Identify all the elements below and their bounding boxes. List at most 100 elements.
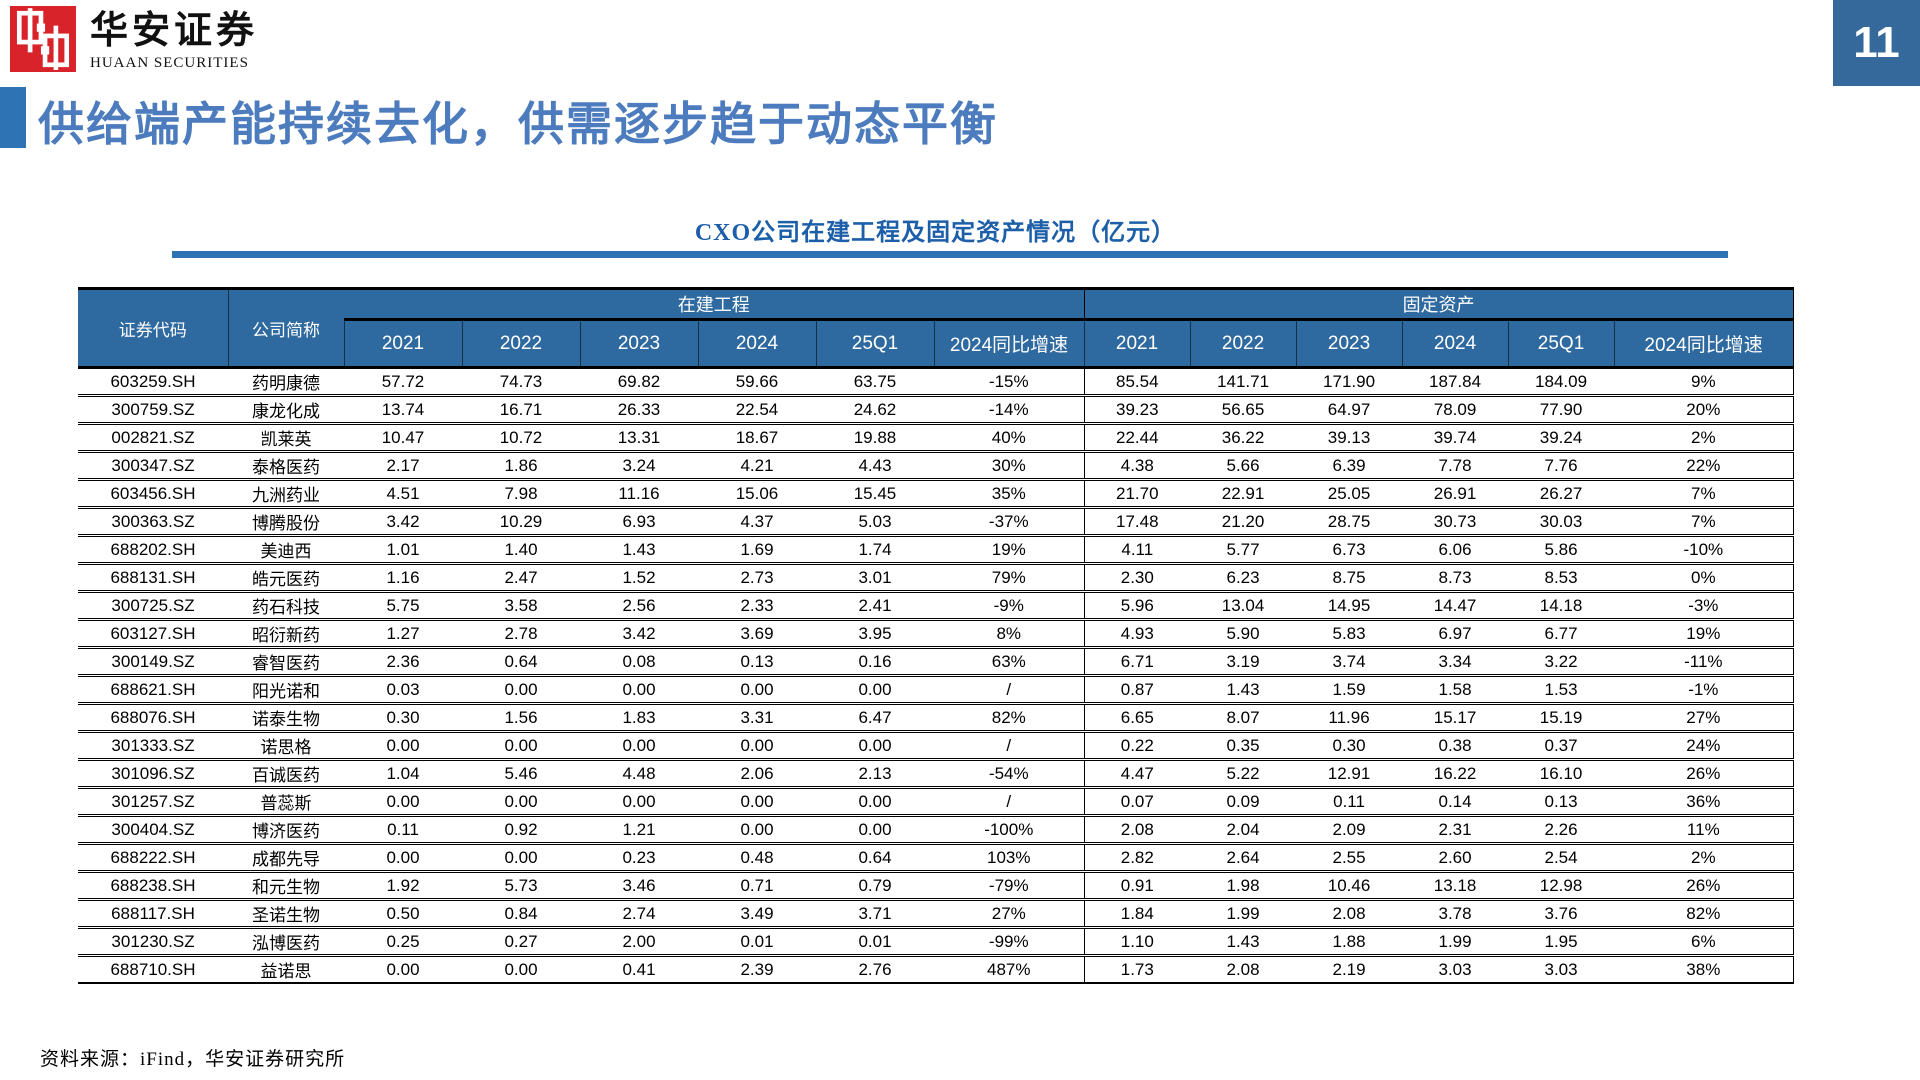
value-cell: 78.09 xyxy=(1402,395,1509,425)
fa-year-header: 2022 xyxy=(1189,319,1297,368)
table-row: 688202.SH 美迪西 1.01 1.40 1.43 1.69 1.74 19% 4.11 5… xyxy=(78,535,1794,565)
company-name: 美迪西 xyxy=(228,535,344,565)
value-cell: 15.19 xyxy=(1508,703,1615,733)
value-cell: -15% xyxy=(934,367,1085,397)
value-cell: 0.30 xyxy=(344,703,462,733)
value-cell: 3.34 xyxy=(1402,647,1509,677)
table-body: 603259.SH 药明康德 57.72 74.73 69.82 59.66 63.75 -1… xyxy=(78,367,1794,984)
value-cell: 36% xyxy=(1614,787,1794,817)
value-cell: 0.08 xyxy=(580,647,698,677)
value-cell: 6.47 xyxy=(816,703,934,733)
logo-block: 华安证券 HUAAN SECURITIES xyxy=(10,6,258,72)
value-cell: 0.16 xyxy=(816,647,934,677)
value-cell: 0.11 xyxy=(344,815,462,845)
value-cell: 2.55 xyxy=(1296,843,1403,873)
value-cell: 0.00 xyxy=(462,675,580,705)
group-header-fixed-assets: 固定资产 xyxy=(1083,288,1794,321)
value-cell: 0.13 xyxy=(1508,787,1615,817)
value-cell: 3.74 xyxy=(1296,647,1403,677)
company-name: 诺泰生物 xyxy=(228,703,344,733)
company-name: 成都先导 xyxy=(228,843,344,873)
cxo-data-table: 证券代码 公司简称 在建工程 固定资产 2021 2022 2023 2024 25Q1… xyxy=(78,287,1794,984)
value-cell: 6.97 xyxy=(1402,619,1509,649)
value-cell: 7% xyxy=(1614,479,1794,509)
value-cell: 8.73 xyxy=(1402,563,1509,593)
value-cell: 63.75 xyxy=(816,367,934,397)
value-cell: 2.19 xyxy=(1296,955,1403,984)
fa-year-header: 2024同比增速 xyxy=(1613,319,1794,368)
value-cell: 85.54 xyxy=(1083,367,1191,397)
value-cell: -100% xyxy=(934,815,1085,845)
value-cell: 0.13 xyxy=(698,647,816,677)
stock-code: 300759.SZ xyxy=(78,395,228,425)
value-cell: 57.72 xyxy=(344,367,462,397)
value-cell: 14.95 xyxy=(1296,591,1403,621)
value-cell: 0.41 xyxy=(580,955,698,984)
value-cell: 7.98 xyxy=(462,479,580,509)
fa-year-header: 2021 xyxy=(1083,319,1191,368)
value-cell: 0.50 xyxy=(344,899,462,929)
value-cell: 17.48 xyxy=(1083,507,1191,537)
cip-year-header: 25Q1 xyxy=(815,319,934,368)
title-accent-bar xyxy=(0,87,26,148)
value-cell: 8.53 xyxy=(1508,563,1615,593)
table-row: 688238.SH 和元生物 1.92 5.73 3.46 0.71 0.79 -79% 0.9… xyxy=(78,871,1794,901)
value-cell: 6.06 xyxy=(1402,535,1509,565)
slide-title: 供给端产能持续去化，供需逐步趋于动态平衡 xyxy=(38,99,998,150)
table-row: 300404.SZ 博济医药 0.11 0.92 1.21 0.00 0.00 -100% 2.… xyxy=(78,815,1794,845)
value-cell: 0.38 xyxy=(1402,731,1509,761)
value-cell: 26.27 xyxy=(1508,479,1615,509)
value-cell: 1.88 xyxy=(1296,927,1403,957)
value-cell: 19% xyxy=(934,535,1085,565)
value-cell: 1.83 xyxy=(580,703,698,733)
value-cell: 2.36 xyxy=(344,647,462,677)
table-row: 300363.SZ 博腾股份 3.42 10.29 6.93 4.37 5.03 -37% 17… xyxy=(78,507,1794,537)
value-cell: -3% xyxy=(1614,591,1794,621)
value-cell: 1.69 xyxy=(698,535,816,565)
value-cell: 141.71 xyxy=(1190,367,1297,397)
table-row: 688222.SH 成都先导 0.00 0.00 0.23 0.48 0.64 103% 2.8… xyxy=(78,843,1794,873)
value-cell: -37% xyxy=(934,507,1085,537)
value-cell: 0.00 xyxy=(462,787,580,817)
value-cell: 26.33 xyxy=(580,395,698,425)
value-cell: 16.71 xyxy=(462,395,580,425)
company-name: 泰格医药 xyxy=(228,451,344,481)
cip-year-header: 2021 xyxy=(343,319,462,368)
value-cell: 14.47 xyxy=(1402,591,1509,621)
value-cell: 2.13 xyxy=(816,759,934,789)
table-row: 300759.SZ 康龙化成 13.74 16.71 26.33 22.54 24.62 -1… xyxy=(78,395,1794,425)
table-row: 300725.SZ 药石科技 5.75 3.58 2.56 2.33 2.41 -9% 5.96… xyxy=(78,591,1794,621)
value-cell: 4.51 xyxy=(344,479,462,509)
value-cell: 0.03 xyxy=(344,675,462,705)
company-name: 凯莱英 xyxy=(228,423,344,453)
source-note: 资料来源：iFind，华安证券研究所 xyxy=(40,1049,346,1070)
value-cell: 4.37 xyxy=(698,507,816,537)
value-cell: 4.38 xyxy=(1083,451,1191,481)
value-cell: 21.20 xyxy=(1190,507,1297,537)
value-cell: 5.96 xyxy=(1083,591,1191,621)
company-name: 皓元医药 xyxy=(228,563,344,593)
value-cell: 2% xyxy=(1614,843,1794,873)
value-cell: 1.99 xyxy=(1190,899,1297,929)
value-cell: 1.98 xyxy=(1190,871,1297,901)
value-cell: 2.78 xyxy=(462,619,580,649)
company-name: 阳光诺和 xyxy=(228,675,344,705)
value-cell: 2.08 xyxy=(1083,815,1191,845)
fa-year-header: 25Q1 xyxy=(1507,319,1615,368)
value-cell: 39.24 xyxy=(1508,423,1615,453)
value-cell: -11% xyxy=(1614,647,1794,677)
group-header-construction-in-progress: 在建工程 xyxy=(344,288,1085,321)
value-cell: 0% xyxy=(1614,563,1794,593)
value-cell: 0.01 xyxy=(698,927,816,957)
stock-code: 301230.SZ xyxy=(78,927,228,957)
value-cell: 2.09 xyxy=(1296,815,1403,845)
value-cell: 22% xyxy=(1614,451,1794,481)
value-cell: 1.99 xyxy=(1402,927,1509,957)
value-cell: 1.73 xyxy=(1083,955,1191,984)
value-cell: 5.77 xyxy=(1190,535,1297,565)
value-cell: 3.49 xyxy=(698,899,816,929)
stock-code: 002821.SZ xyxy=(78,423,228,453)
stock-code: 300404.SZ xyxy=(78,815,228,845)
value-cell: 2.04 xyxy=(1190,815,1297,845)
value-cell: 10.29 xyxy=(462,507,580,537)
